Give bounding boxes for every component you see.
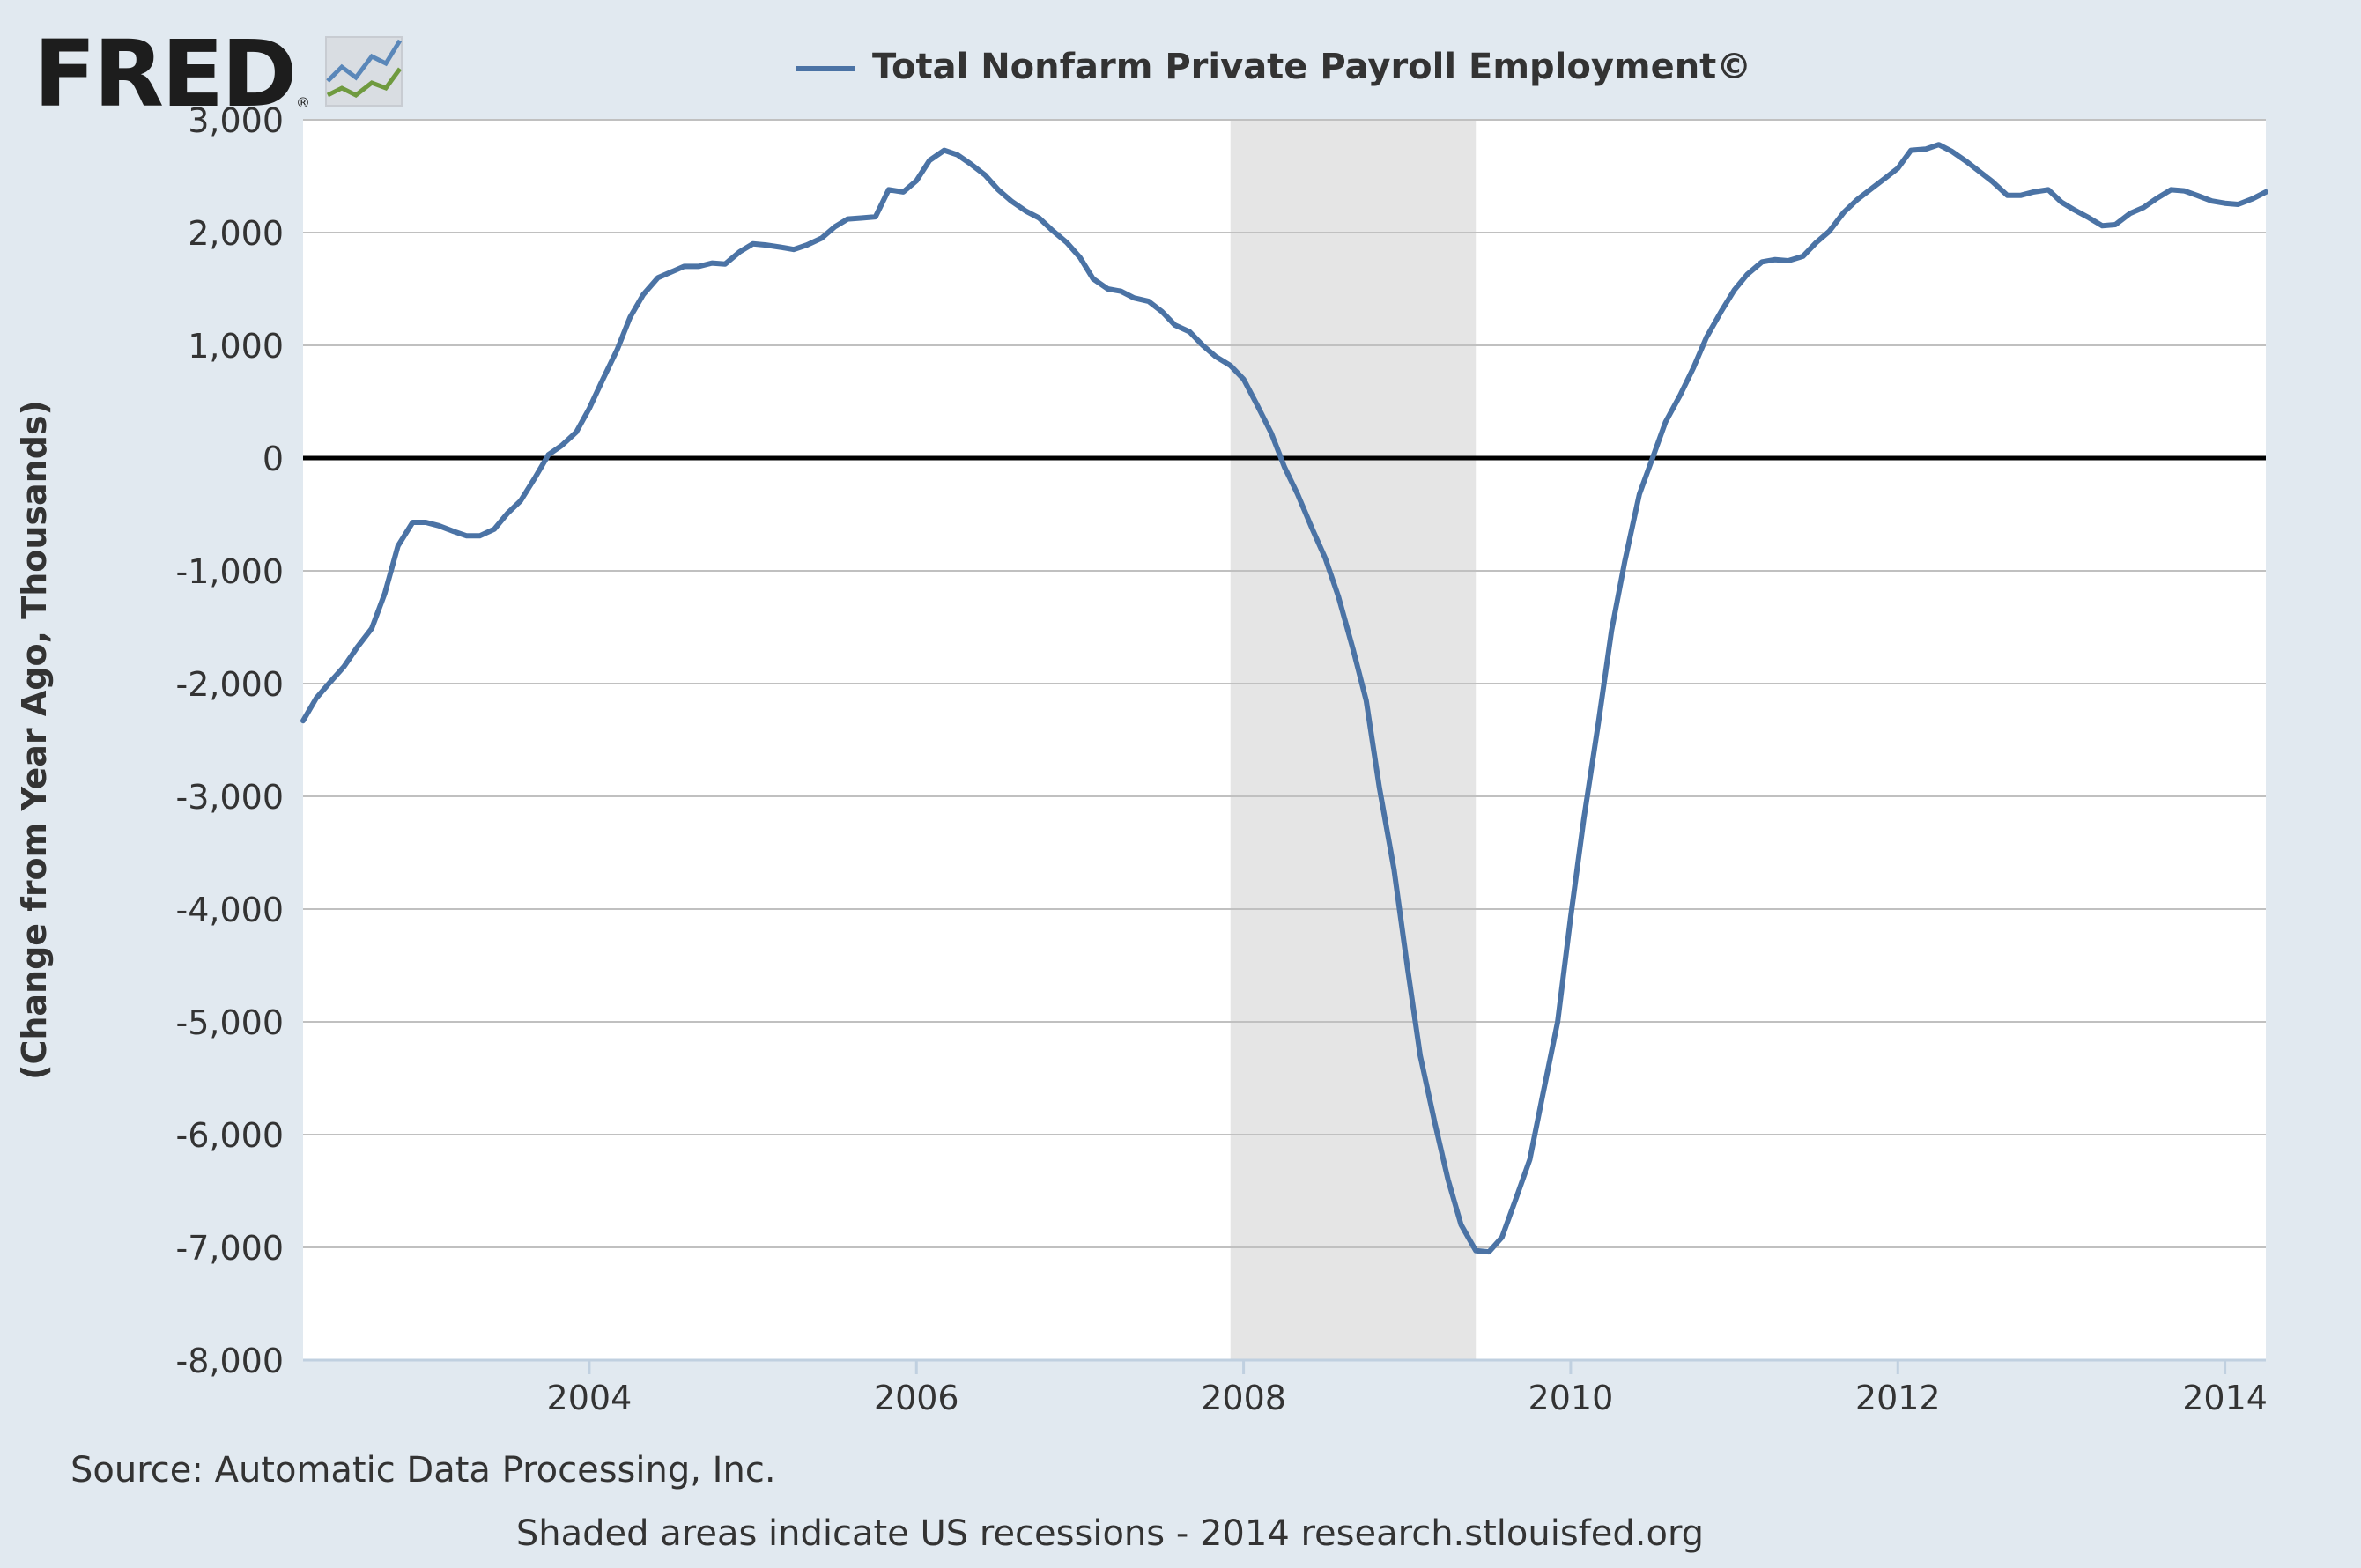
- x-tick-label: 2004: [547, 1379, 633, 1417]
- y-tick-label: -1,000: [176, 552, 285, 591]
- fred-logo[interactable]: FRED ®: [33, 20, 403, 128]
- y-tick-label: -2,000: [176, 665, 285, 704]
- recession-shading: [1230, 120, 1477, 1360]
- y-tick-label: -8,000: [176, 1342, 285, 1380]
- plot-area: [300, 119, 2268, 1362]
- y-tick-label: -7,000: [176, 1229, 285, 1268]
- y-tick-label: 2,000: [188, 214, 284, 253]
- y-tick-label: 3,000: [188, 101, 284, 140]
- source-note: Source: Automatic Data Processing, Inc.: [70, 1450, 776, 1490]
- y-axis-ticks: 3,000 2,000 1,000 0 -1,000 -2,000 -3,000 -4,000…: [176, 101, 285, 1380]
- y-tick-label: -3,000: [176, 778, 285, 817]
- y-tick-label: 1,000: [188, 327, 284, 366]
- fred-logo-graph-icon: [325, 36, 403, 107]
- series-line-total-nonfarm-private-payroll: [300, 142, 2268, 1255]
- legend: Total Nonfarm Private Payroll Employment…: [796, 47, 1751, 87]
- y-tick-label: -6,000: [176, 1116, 285, 1155]
- x-tick-label: 2010: [1528, 1379, 1614, 1417]
- x-tick-label: 2008: [1201, 1379, 1286, 1417]
- x-tick-label: 2014: [2182, 1379, 2268, 1417]
- x-axis-ticks: 2004 2006 2008 2010 2012 2014: [547, 1360, 2268, 1417]
- fred-logo-text: FRED: [33, 20, 295, 128]
- x-tick-label: 2012: [1855, 1379, 1941, 1417]
- legend-label: Total Nonfarm Private Payroll Employment…: [872, 47, 1751, 87]
- registered-mark: ®: [296, 94, 310, 111]
- y-tick-label: -4,000: [176, 891, 285, 929]
- footer-note: Shaded areas indicate US recessions - 20…: [516, 1513, 1704, 1554]
- recession-band-0: [1230, 120, 1477, 1360]
- x-tick-label: 2006: [874, 1379, 959, 1417]
- y-tick-label: -5,000: [176, 1003, 285, 1042]
- y-tick-label: 0: [263, 440, 284, 478]
- y-axis-label: (Change from Year Ago, Thousands): [15, 400, 54, 1080]
